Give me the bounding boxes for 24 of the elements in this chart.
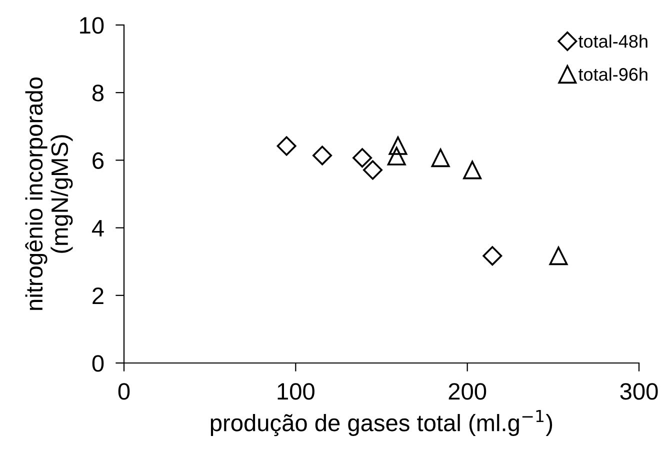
legend-label: total-48h [578,34,648,48]
x-tick-label: 0 [118,383,130,400]
point [387,146,406,166]
x-axis-title: produção de gases total (ml.g$^{−1}$) [210,410,552,436]
point [463,160,482,180]
point [549,246,568,266]
point [388,136,408,155]
point [276,136,296,156]
point [431,148,450,168]
point [363,160,382,180]
x-tick-label: 200 [448,383,486,400]
point [312,146,332,166]
y-tick-label: 0 [92,355,104,372]
legend-label: total-96h [578,68,648,81]
y-tick-label: 2 [92,287,104,304]
y-tick-label: 4 [92,220,104,236]
point [482,246,502,266]
point [352,148,372,168]
y-tick-label: 6 [92,152,104,169]
y-axis-title: nitrogênio incorporado (mgN/gMS) [25,78,73,310]
y-tick-label: 8 [92,84,104,102]
y-tick-label: 10 [80,17,104,34]
x-tick-label: 300 [620,383,658,400]
x-tick-label: 100 [278,383,314,400]
